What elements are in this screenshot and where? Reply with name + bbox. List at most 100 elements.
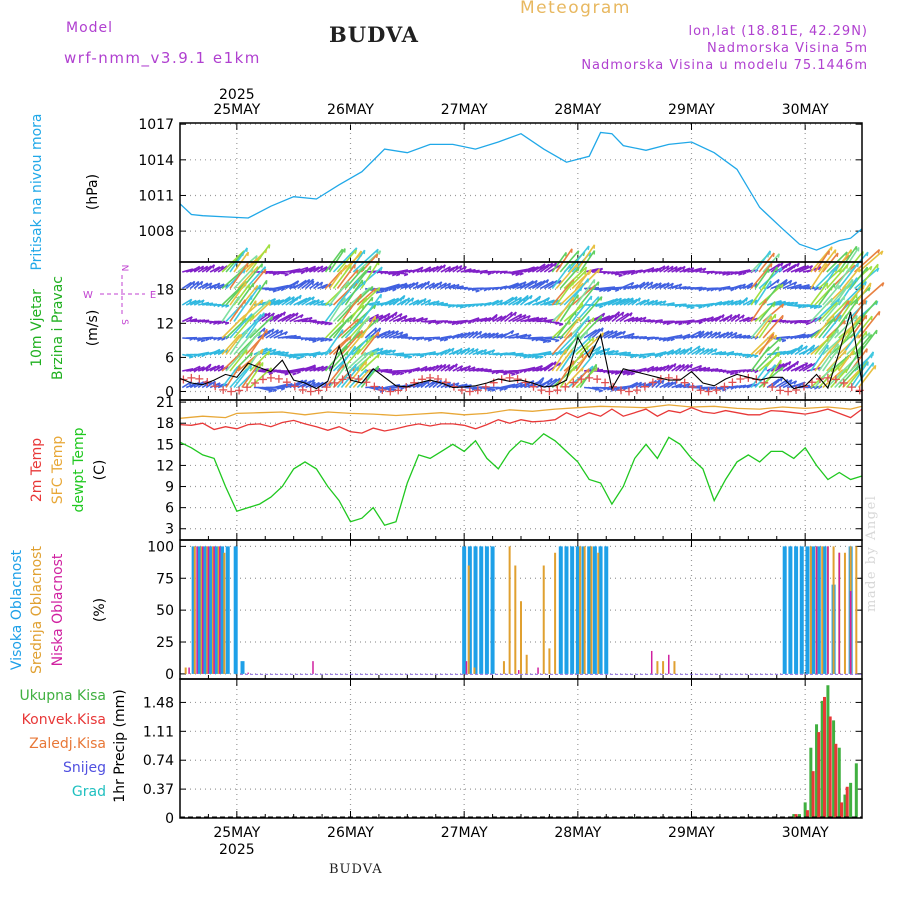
wind-arrow-head — [491, 389, 496, 392]
wind-calm-marker — [664, 373, 673, 382]
wind-arrow — [822, 314, 842, 339]
wind-arrow — [229, 368, 248, 389]
wind-arrow-head — [320, 339, 325, 343]
wind-arrow — [643, 281, 654, 290]
wind-arrow — [722, 331, 733, 339]
wind-calm-marker — [672, 375, 681, 384]
wind-arrow-head — [395, 330, 399, 335]
wind-arrow — [794, 264, 809, 273]
cloud-bar — [525, 654, 528, 674]
wind-arrow — [424, 380, 435, 389]
wind-ytick-label: 12 — [156, 316, 174, 332]
wind-arrow — [671, 320, 683, 325]
wind-arrow-head — [661, 379, 665, 385]
wind-arrow — [619, 269, 635, 273]
cloud-bar — [240, 661, 245, 674]
pressure-ytick-label: 1014 — [138, 153, 174, 169]
wind-arrow — [623, 298, 634, 306]
wind-arrow-head — [263, 327, 266, 332]
wind-arrow — [818, 283, 836, 306]
wind-arrow — [695, 366, 707, 372]
wind-arrow — [539, 362, 554, 372]
wind-arrow-head — [378, 250, 382, 255]
wind-arrow — [297, 278, 311, 290]
wind-arrow — [249, 244, 271, 273]
cloud-bar — [517, 670, 520, 674]
wind-arrow — [416, 297, 427, 306]
wind-arrow-head — [399, 297, 404, 302]
wind-arrow-head — [754, 299, 758, 304]
wind-calm-marker — [648, 378, 657, 387]
precip-panel-frame — [179, 678, 863, 819]
temp-label-2m: 2m Temp — [29, 438, 45, 502]
wind-arrow-head — [420, 266, 424, 271]
wind-arrow-head — [779, 267, 783, 272]
wind-arrow-head — [682, 364, 686, 369]
wind-arrow — [480, 332, 491, 339]
wind-arrow — [213, 349, 225, 356]
wind-arrow — [444, 364, 455, 372]
wind-arrow-head — [402, 295, 406, 300]
wind-arrow-head — [376, 249, 379, 254]
wind-arrow — [603, 370, 619, 374]
cloud-label-mid: Srednja Oblacnost — [29, 546, 45, 674]
wind-arrow-head — [642, 316, 647, 321]
wind-arrow — [305, 265, 316, 273]
cloud-bar — [855, 546, 858, 674]
wind-arrow-head — [796, 360, 800, 366]
wind-arrow — [599, 314, 615, 323]
wind-arrow-head — [670, 338, 675, 342]
wind-arrow-head — [754, 370, 759, 374]
wind-arrow — [205, 380, 216, 389]
wind-arrow-head — [714, 348, 718, 353]
wind-arrow — [476, 332, 487, 339]
wind-arrow-head — [876, 264, 879, 269]
wind-arrow — [277, 296, 291, 306]
wind-arrow — [182, 353, 194, 358]
wind-arrow — [548, 320, 564, 325]
wind-arrow — [233, 268, 254, 290]
wind-arrow — [324, 297, 344, 322]
temperature-ytick-label: 9 — [165, 480, 174, 496]
wind-arrow — [504, 282, 519, 290]
wind-arrow — [790, 333, 806, 339]
pressure-ytick-label: 1011 — [138, 188, 174, 204]
wind-arrow-head — [346, 363, 349, 368]
wind-arrow-head — [527, 334, 532, 339]
wind-arrow — [671, 347, 682, 356]
wind-arrow-head — [514, 296, 518, 301]
wind-arrow — [209, 364, 220, 372]
wind-arrow — [468, 287, 480, 292]
clouds-ytick-label: 0 — [165, 667, 174, 683]
wind-arrow — [245, 361, 264, 388]
wind-arrow-head — [380, 266, 383, 272]
wind-arrow-head — [311, 296, 315, 301]
wind-arrow-head — [535, 298, 539, 303]
temperature-ytick-label: 12 — [156, 458, 174, 474]
wind-arrow — [651, 282, 662, 290]
wind-arrow-head — [601, 332, 604, 337]
wind-arrow — [420, 266, 432, 273]
wind-arrow — [336, 263, 356, 289]
wind-arrow — [396, 282, 408, 290]
wind-arrow-head — [607, 289, 612, 293]
wind-calm-marker — [712, 386, 721, 395]
elevation-label: Nadmorska Visina 5m — [707, 41, 868, 56]
footer-city: BUDVA — [329, 862, 383, 877]
wind-arrow-head — [411, 297, 415, 302]
wind-arrow — [385, 271, 401, 276]
wind-arrow-head — [535, 356, 540, 360]
wind-arrow — [384, 311, 398, 323]
wind-calm-marker — [489, 378, 498, 387]
wind-arrow — [352, 248, 379, 273]
wind-calm-marker — [219, 385, 228, 394]
wind-arrow — [850, 266, 869, 289]
wind-arrow — [810, 344, 829, 372]
wind-arrow — [412, 316, 424, 323]
wind-arrow — [655, 265, 666, 273]
wind-arrow — [762, 253, 780, 273]
wind-arrow-head — [503, 372, 508, 376]
wind-arrow — [710, 315, 722, 323]
wind-arrow — [679, 320, 691, 324]
wind-arrow-head — [809, 265, 814, 270]
